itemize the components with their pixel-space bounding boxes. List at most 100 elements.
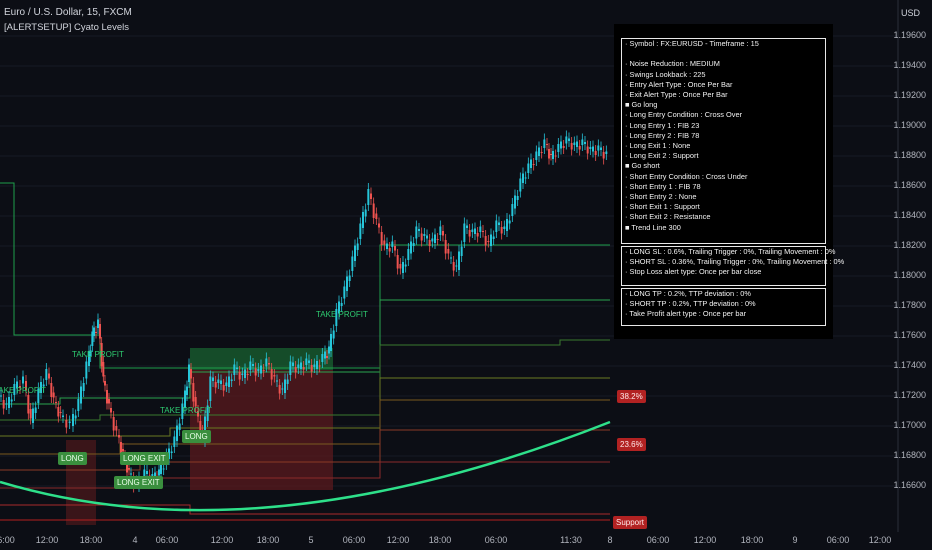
level-line [0,182,610,369]
candle-body [548,149,550,159]
candle-body [292,362,294,366]
candle-body [367,189,370,205]
candle-body [57,407,60,417]
candle-body [262,370,265,371]
candle-body [436,239,439,240]
y-tick-label: 1.19200 [893,90,926,100]
currency-label: USD [900,8,920,18]
candle-body [19,386,21,388]
candle-body [351,256,354,271]
candle-body [190,369,192,379]
candle-body [181,403,184,419]
panel-row: · LONG SL : 0.6%, Trailing Trigger : 0%,… [625,247,836,256]
candle-body [503,226,506,229]
candle-body [204,416,206,441]
long-entry-badge: LONG [58,452,87,465]
candle-body [415,226,418,239]
candle-body [289,361,292,375]
candle-body [170,451,173,453]
candle-body [5,403,8,405]
candle-body [328,346,330,354]
candle-body [500,227,503,234]
candle-body [543,139,546,148]
y-tick-label: 1.17600 [893,330,926,340]
candle-body [492,236,495,239]
candle-body [27,395,30,414]
candle-body [228,376,230,387]
indicator-title[interactable]: [ALERTSETUP] Cyato Levels [4,22,129,33]
x-tick-label: 12:00 [35,535,59,545]
candle-body [284,379,286,393]
candle-body [77,399,80,411]
long-entry-badge: LONG [182,430,211,443]
candle-body [388,248,391,252]
candle-body [490,234,492,246]
candle-body [428,240,431,246]
candle-body [126,462,128,473]
x-tick-label: 8 [607,535,613,545]
candle-body [455,265,458,267]
candle-body [108,399,110,404]
candle-body [102,362,105,377]
panel-row: · SHORT SL : 0.36%, Trailing Trigger : 0… [625,257,845,267]
panel-row: ■ Go long [625,100,658,110]
take-profit-label: TAKE PROFIT [316,310,368,319]
candle-body [383,240,386,245]
candle-body [530,159,532,168]
candle-body [74,415,77,419]
fib-level-lines [0,182,610,521]
panel-row: · Short Entry Condition : Cross Under [625,171,748,181]
level-line [0,429,610,471]
x-tick-label: 18:00 [428,535,452,545]
candle-body [120,442,122,454]
y-tick-label: 1.17400 [893,360,926,370]
candle-body [573,142,576,145]
y-tick-label: 1.17000 [893,420,926,430]
candle-body [431,238,434,242]
candle-body [546,144,548,145]
candle-body [82,383,85,391]
x-tick-label: 18:00 [256,535,280,545]
candle-body [154,472,156,479]
x-tick-label: 06:00 [155,535,179,545]
candle-body [95,332,97,333]
candle-body [524,177,527,179]
candle-body [0,395,2,397]
panel-row: · Short Exit 1 : Support [625,202,700,212]
level-line [0,299,610,405]
symbol-title[interactable]: Euro / U.S. Dollar, 15, FXCM [4,7,132,18]
panel-row: ■ Trend Line 300 [625,222,681,232]
candle-body [562,146,565,148]
candle-body [412,243,415,246]
take-profit-label: TAKE PROFIT [72,350,124,359]
x-tick-label: 5 [308,535,314,545]
candle-body [332,330,335,339]
candle-body [394,246,396,251]
take-profit-label: TAKE PROFIT [0,386,46,395]
candle-body [439,226,442,235]
candle-body [434,234,436,243]
candle-body [600,147,602,150]
candle-body [300,362,302,369]
candle-body [484,236,487,246]
candle-body [586,146,589,154]
candle-body [25,381,27,391]
candle-body [168,448,170,459]
candle-body [97,319,99,328]
candle-body [364,209,367,217]
candle-body [476,233,479,237]
candle-body [410,241,412,254]
candle-body [8,397,10,408]
candle-body [399,264,402,269]
candle-body [91,331,94,346]
candle-body [447,249,450,254]
candle-body [508,220,511,224]
candle-body [426,235,428,239]
candle-body [372,203,375,218]
candle-body [265,358,268,367]
panel-row: · SHORT TP : 0.2%, TTP deviation : 0% [625,299,756,309]
y-tick-label: 1.17200 [893,390,926,400]
candle-body [37,388,40,403]
y-tick-label: 1.16600 [893,480,926,490]
candle-body [338,301,340,314]
